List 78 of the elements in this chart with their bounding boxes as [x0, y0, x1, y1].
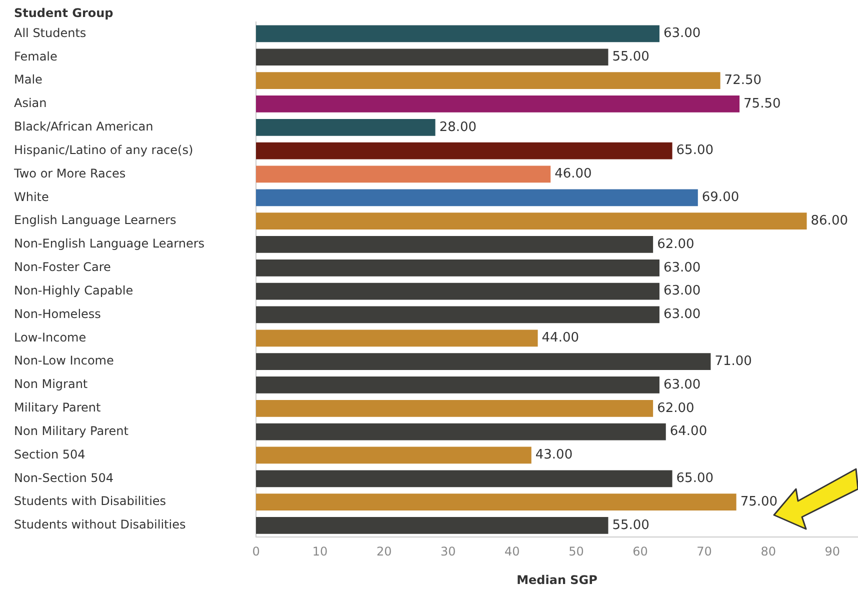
data-label: 71.00 [714, 354, 752, 369]
y-tick-label: Section 504 [14, 447, 86, 462]
bar [256, 25, 660, 42]
bar [256, 166, 551, 183]
y-tick-label: Hispanic/Latino of any race(s) [14, 142, 194, 157]
bar [256, 282, 660, 300]
bar [256, 72, 720, 89]
bar [256, 423, 666, 440]
data-label: 75.00 [740, 494, 778, 510]
bar [256, 400, 654, 417]
bar [256, 142, 672, 160]
x-tick-label: 50 [568, 544, 584, 559]
y-tick-label: Non-Section 504 [14, 470, 114, 485]
bar [256, 330, 538, 347]
y-tick-label: Non Migrant [14, 377, 88, 392]
y-tick-label: Non-Low Income [14, 354, 114, 368]
bar [256, 446, 532, 464]
bar [256, 470, 672, 488]
y-tick-label: Students without Disabilities [14, 518, 186, 532]
data-label: 86.00 [810, 213, 848, 228]
bar [256, 189, 698, 206]
data-label: 63.00 [663, 284, 701, 299]
data-label: 63.00 [663, 307, 701, 322]
x-axis-title: Median SGP [516, 572, 598, 587]
y-tick-label: Students with Disabilities [14, 494, 166, 508]
data-label: 69.00 [702, 190, 740, 206]
data-label: 55.00 [612, 50, 650, 64]
y-tick-label: Non-Foster Care [14, 260, 111, 274]
x-tick-label: 70 [696, 544, 712, 559]
y-tick-label: English Language Learners [14, 213, 176, 228]
bar [256, 48, 608, 66]
x-tick-label: 40 [504, 544, 520, 559]
y-tick-label: Military Parent [14, 400, 101, 415]
bar [256, 494, 736, 511]
y-tick-label: Non Military Parent [14, 424, 129, 438]
bar [256, 353, 711, 370]
data-label: 62.00 [657, 236, 694, 252]
data-label: 43.00 [535, 448, 573, 463]
x-tick-label: 90 [824, 544, 840, 559]
data-label: 44.00 [542, 330, 580, 346]
bar [256, 259, 660, 276]
bar [256, 517, 608, 534]
bar [256, 236, 654, 253]
data-label: 75.50 [744, 96, 781, 112]
data-label: 65.00 [676, 143, 714, 158]
bar [256, 96, 740, 112]
bar [256, 118, 436, 136]
y-tick-label: Non-Homeless [14, 306, 101, 321]
data-label: 63.00 [663, 260, 701, 276]
x-tick-label: 60 [632, 544, 648, 559]
data-label: 62.00 [657, 400, 694, 416]
y-tick-label: Female [14, 49, 58, 64]
x-tick-label: 80 [760, 544, 776, 559]
data-label: 63.00 [663, 377, 701, 392]
data-label: 28.00 [439, 120, 477, 135]
bar [256, 306, 660, 324]
data-label: 46.00 [554, 166, 592, 182]
x-tick-label: 10 [312, 544, 328, 559]
data-label: 64.00 [670, 424, 708, 440]
y-tick-label: White [14, 190, 49, 204]
y-tick-label: Low-Income [14, 330, 86, 344]
bar [256, 376, 660, 394]
data-label: 65.00 [676, 471, 714, 486]
bar [256, 212, 807, 230]
y-tick-label: Non-English Language Learners [14, 236, 205, 251]
y-axis-title: Student Group [14, 6, 114, 20]
data-label: 55.00 [612, 518, 650, 533]
y-tick-label: Male [14, 72, 42, 87]
y-tick-label: All Students [14, 26, 86, 40]
y-tick-label: Two or More Races [13, 166, 126, 180]
y-tick-label: Black/African American [14, 120, 154, 134]
data-label: 63.00 [663, 26, 701, 42]
x-tick-label: 30 [440, 544, 456, 559]
y-tick-label: Asian [14, 96, 47, 110]
data-label: 72.50 [724, 72, 762, 88]
x-tick-label: 20 [376, 544, 392, 559]
y-tick-label: Non-Highly Capable [14, 283, 134, 298]
x-tick-label: 0 [252, 544, 260, 559]
